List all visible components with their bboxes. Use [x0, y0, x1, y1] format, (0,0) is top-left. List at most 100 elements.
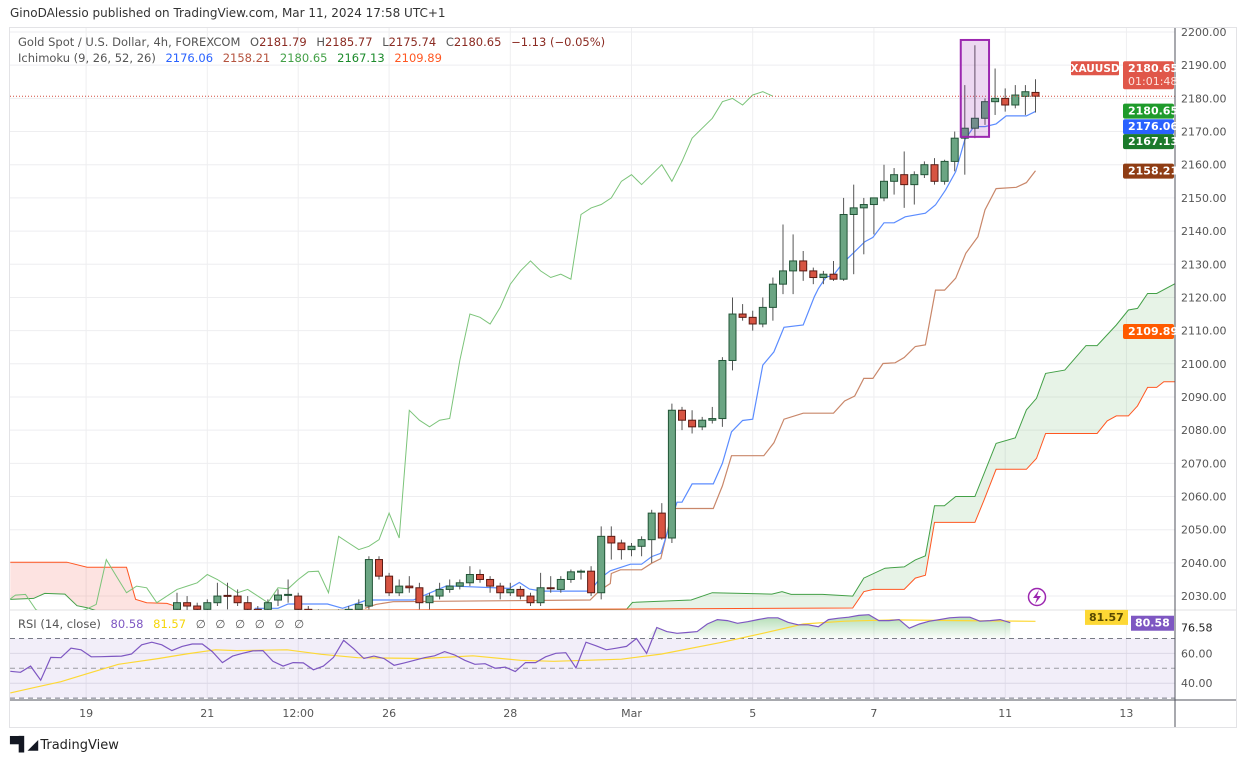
footer-brand[interactable]: ▀▌◢ TradingView: [10, 737, 119, 753]
candle-up: [338, 609, 340, 610]
candle-up: [506, 582, 515, 597]
candle-body: [859, 204, 868, 209]
rsi-value: 80.58: [110, 617, 144, 631]
ichimoku-tenkan-value: 2176.06: [165, 51, 214, 65]
candle-up: [173, 592, 181, 610]
candle-up: [728, 297, 737, 371]
highlight-rectangle[interactable]: [959, 38, 991, 138]
ichimoku-kijun-value: 2158.21: [222, 51, 271, 65]
price-tick-label: 2160.00: [1181, 159, 1227, 172]
ichimoku-label[interactable]: Ichimoku (9, 26, 52, 26): [18, 51, 156, 65]
candle-body: [375, 559, 383, 577]
candle-down: [253, 606, 262, 610]
price-tick-label: 2120.00: [1181, 291, 1227, 304]
candle-body: [496, 585, 505, 594]
candle-up: [556, 576, 565, 593]
symbol-legend: Gold Spot / U.S. Dollar, 4h, FOREXCOM O2…: [18, 35, 611, 49]
candle-body: [577, 570, 585, 573]
price-tick-label: 2050.00: [1181, 524, 1227, 537]
time-tick-label: 21: [200, 707, 214, 720]
price-tick-label: 2200.00: [1181, 26, 1227, 39]
price-tick-label: 2030.00: [1181, 590, 1227, 603]
candle-up: [910, 171, 919, 205]
candle-body: [587, 570, 596, 594]
candle-down: [657, 503, 666, 540]
brand-name: TradingView: [40, 737, 119, 753]
ichimoku-chikou-value: 2180.65: [279, 51, 328, 65]
candle-down: [748, 310, 757, 331]
chart-frame: [9, 27, 1237, 728]
candle-body: [486, 578, 495, 587]
ohlc-open-value: 2181.79: [259, 35, 307, 49]
candle-body: [1011, 94, 1020, 106]
price-tag: 2158.21: [1123, 163, 1178, 179]
candle-up: [991, 68, 1000, 115]
candle-down: [385, 572, 394, 597]
candle-body: [556, 578, 565, 590]
price-tag-bg: [1123, 163, 1174, 179]
annotations[interactable]: [10, 38, 1175, 607]
candle-body: [657, 512, 666, 539]
candle-down: [516, 586, 525, 600]
candle-body: [455, 582, 464, 587]
price-tag-bg: [1123, 61, 1174, 90]
candle-up: [627, 542, 636, 557]
candle-body: [718, 359, 727, 420]
candle-body: [203, 602, 212, 610]
lightning-icon-bolt: [1033, 590, 1041, 604]
candle-down: [405, 576, 414, 593]
candle-up: [274, 589, 282, 607]
ohlc-change: −1.13 (−0.05%): [511, 35, 606, 49]
price-tag-bg: [1123, 134, 1174, 150]
candle-body: [647, 512, 656, 541]
price-tick-label: 2060.00: [1181, 491, 1227, 504]
candle-body: [607, 535, 616, 544]
price-tick-label: 2080.00: [1181, 424, 1227, 437]
time-tick-label: 28: [503, 707, 517, 720]
candle-up: [698, 416, 707, 431]
axes: 2030.00 2040.00 2050.00 2060.00 2070.00 2080.…: [10, 26, 1236, 727]
rsi-empty-1: ∅: [195, 617, 206, 631]
price-tag-text: 2180.65: [1128, 105, 1178, 118]
rsi-label[interactable]: RSI (14, close): [18, 617, 101, 631]
rsi-empty-6: ∅: [294, 617, 305, 631]
candle-up: [395, 579, 404, 597]
lightning-icon[interactable]: [1027, 587, 1047, 607]
ohlc-close-value: 2180.65: [453, 35, 502, 49]
ohlc-low-value: 2175.74: [388, 35, 437, 49]
candle-up: [203, 599, 212, 610]
candle-body: [920, 164, 929, 176]
price-tag: 2167.13: [1123, 134, 1178, 150]
candle-up: [718, 357, 727, 427]
candle-body: [768, 283, 777, 308]
candle-body: [799, 260, 808, 272]
symbol-name[interactable]: Gold Spot / U.S. Dollar, 4h, FOREXCOM: [18, 35, 241, 49]
candle-up: [263, 599, 272, 610]
candle-body: [325, 616, 332, 619]
rsi-band-background: [10, 638, 1175, 699]
candle-body: [354, 603, 363, 610]
candle-body: [1031, 91, 1040, 97]
candle-body: [627, 545, 636, 551]
candle-body: [728, 313, 737, 361]
candle-body: [708, 418, 717, 421]
ohlc-high: H: [316, 35, 325, 49]
candle-body: [465, 573, 474, 584]
candle-body: [274, 594, 282, 601]
candle-body: [263, 602, 272, 610]
symbol-tag-bg: [1071, 61, 1119, 76]
candle-up: [344, 606, 353, 610]
candle-body: [779, 270, 787, 285]
rsi-band-fill: [10, 638, 1175, 699]
candle-body: [294, 595, 303, 610]
candle-body: [193, 605, 202, 610]
candle-up: [637, 536, 646, 557]
candle-down: [496, 582, 505, 600]
candle-up: [364, 556, 373, 610]
ichimoku-span-a-value: 2167.13: [337, 51, 385, 65]
kijun-line: [364, 170, 1036, 609]
candle-down: [799, 250, 808, 281]
candle-body: [940, 160, 949, 182]
rsi-tag-bg: [1131, 615, 1174, 631]
